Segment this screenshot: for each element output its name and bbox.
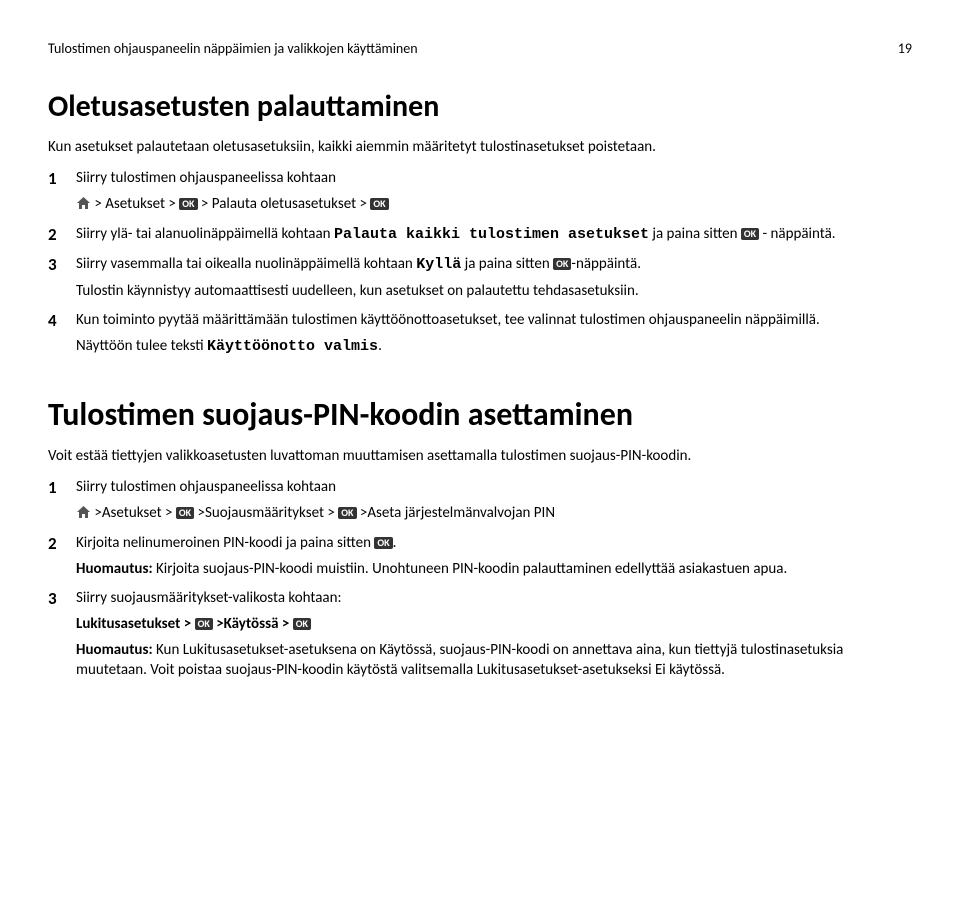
note-text: Kirjoita suojaus-PIN-koodi muistiin. Uno…	[153, 560, 788, 578]
step-text: Siirry tulostimen ohjauspaneelissa kohta…	[76, 478, 336, 496]
ok-icon: OK	[293, 618, 311, 630]
step-number: 3	[48, 588, 68, 610]
section2-intro: Voit estää tiettyjen valikkoasetusten lu…	[48, 446, 912, 466]
ok-icon: OK	[195, 618, 213, 630]
note-label: Huomautus:	[76, 560, 153, 578]
step-text: ja paina sitten	[649, 225, 741, 243]
path-seg: >Asetukset >	[91, 504, 176, 522]
mono-text: Käyttöönotto valmis	[207, 338, 378, 355]
step-number: 4	[48, 310, 68, 332]
path-seg: Lukitusasetukset >	[76, 615, 195, 633]
step-text: -näppäintä.	[571, 255, 641, 273]
list-item: 1 Siirry tulostimen ohjauspaneelissa koh…	[48, 477, 912, 526]
step-text: Kun toiminto pyytää määrittämään tulosti…	[76, 311, 820, 329]
mono-text: Palauta kaikki tulostimen asetukset	[334, 226, 649, 243]
step-number: 2	[48, 533, 68, 555]
ok-icon: OK	[374, 537, 392, 549]
step-text: Näyttöön tulee teksti	[76, 337, 207, 355]
step-text: .	[393, 534, 397, 552]
path-seg: > Asetukset >	[91, 195, 179, 213]
step-number: 1	[48, 168, 68, 190]
step-paragraph: Tulostin käynnistyy automaattisesti uude…	[76, 281, 912, 301]
step-text: .	[378, 337, 382, 355]
section2-title: Tulostimen suojaus-PIN-koodin asettamine…	[48, 393, 912, 436]
path-seg: > Palauta oletusasetukset >	[198, 195, 371, 213]
list-item: 1 Siirry tulostimen ohjauspaneelissa koh…	[48, 168, 912, 217]
step-number: 1	[48, 477, 68, 499]
ok-icon: OK	[176, 507, 194, 519]
list-item: 3 Siirry suojausmääritykset-valikosta ko…	[48, 588, 912, 681]
ok-icon: OK	[553, 258, 571, 270]
step-text: Siirry ylä- tai alanuolinäppäimellä koht…	[76, 225, 334, 243]
page-number: 19	[898, 40, 912, 59]
note-label: Huomautus:	[76, 641, 153, 659]
list-item: 2 Siirry ylä- tai alanuolinäppäimellä ko…	[48, 224, 912, 246]
note: Huomautus: Kirjoita suojaus-PIN-koodi mu…	[76, 559, 912, 579]
list-item: 3 Siirry vasemmalla tai oikealla nuolinä…	[48, 254, 912, 302]
step-text: Kirjoita nelinumeroinen PIN-koodi ja pai…	[76, 534, 374, 552]
step-path: >Asetukset > OK >Suojausmääritykset > OK…	[76, 503, 912, 525]
header-title: Tulostimen ohjauspaneelin näppäimien ja …	[48, 40, 418, 59]
list-item: 4 Kun toiminto pyytää määrittämään tulos…	[48, 310, 912, 358]
section1-title: Oletusasetusten palauttaminen	[48, 87, 912, 128]
step-text: ja paina sitten	[461, 255, 553, 273]
list-item: 2 Kirjoita nelinumeroinen PIN-koodi ja p…	[48, 533, 912, 580]
home-icon	[76, 505, 91, 525]
step-path: Lukitusasetukset > OK >Käytössä > OK	[76, 614, 912, 634]
ok-icon: OK	[370, 198, 388, 210]
step-path: > Asetukset > OK > Palauta oletusasetuks…	[76, 194, 912, 216]
step-number: 3	[48, 254, 68, 276]
page-header: Tulostimen ohjauspaneelin näppäimien ja …	[48, 40, 912, 59]
step-paragraph: Näyttöön tulee teksti Käyttöönotto valmi…	[76, 336, 912, 357]
step-number: 2	[48, 224, 68, 246]
step-text: Siirry vasemmalla tai oikealla nuolinäpp…	[76, 255, 416, 273]
ok-icon: OK	[179, 198, 197, 210]
step-text: Siirry suojausmääritykset-valikosta koht…	[76, 589, 342, 607]
ok-icon: OK	[741, 228, 759, 240]
home-icon	[76, 196, 91, 216]
note-text: Kun Lukitusasetukset-asetuksena on Käytö…	[76, 641, 843, 679]
section1-steps: 1 Siirry tulostimen ohjauspaneelissa koh…	[48, 168, 912, 358]
path-seg: >Suojausmääritykset >	[194, 504, 338, 522]
section2-steps: 1 Siirry tulostimen ohjauspaneelissa koh…	[48, 477, 912, 681]
step-text: Siirry tulostimen ohjauspaneelissa kohta…	[76, 169, 336, 187]
path-seg: >Aseta järjestelmänvalvojan PIN	[357, 504, 556, 522]
section1-intro: Kun asetukset palautetaan oletusasetuksi…	[48, 137, 912, 157]
mono-text: Kyllä	[416, 256, 461, 273]
path-seg: >Käytössä >	[213, 615, 293, 633]
step-text: - näppäintä.	[759, 225, 835, 243]
note: Huomautus: Kun Lukitusasetukset-asetukse…	[76, 640, 912, 681]
ok-icon: OK	[338, 507, 356, 519]
